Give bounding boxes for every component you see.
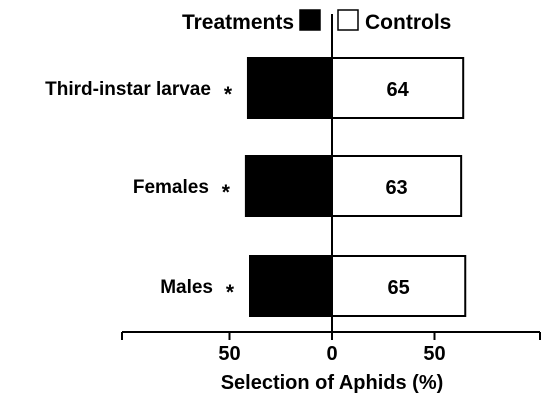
x-tick-label-50: 50 xyxy=(423,343,445,365)
bars: 41 64 * Third-instar larvae 42 63 * Females 40 65… xyxy=(45,57,467,317)
x-axis-label: Selection of Aphids (%) xyxy=(221,372,444,394)
x-tick-label-0: 0 xyxy=(326,343,337,365)
legend-swatch-controls xyxy=(337,9,359,31)
data-label-controls-females: 63 xyxy=(385,177,407,199)
legend: Treatments Controls xyxy=(182,9,451,34)
legend-label-controls: Controls xyxy=(365,11,451,34)
legend-swatch-treatments xyxy=(299,9,321,31)
data-label-treatments-females: 42 xyxy=(278,177,300,199)
data-label-treatments-males: 40 xyxy=(280,277,302,299)
bar-treatments-females xyxy=(244,155,333,217)
category-label-females: Females xyxy=(133,177,209,198)
bar-controls-females xyxy=(331,155,463,217)
significance-marker-third-instar-larvae: * xyxy=(224,83,233,106)
data-label-treatments-third-instar-larvae: 41 xyxy=(279,79,301,101)
category-label-males: Males xyxy=(160,277,213,298)
significance-marker-males: * xyxy=(226,281,235,304)
bar-treatments-third-instar-larvae xyxy=(246,57,333,119)
bar-treatments-males xyxy=(249,255,333,317)
x-tick-label-neg50: 50 xyxy=(218,343,240,365)
bar-controls-third-instar-larvae xyxy=(331,57,465,119)
data-label-controls-males: 65 xyxy=(388,277,410,299)
legend-label-treatments: Treatments xyxy=(182,11,294,34)
axes: 50 0 50 xyxy=(121,14,541,365)
category-label-third-instar-larvae: Third-instar larvae xyxy=(45,79,211,100)
significance-marker-females: * xyxy=(222,181,231,204)
data-label-controls-third-instar-larvae: 64 xyxy=(386,79,409,101)
